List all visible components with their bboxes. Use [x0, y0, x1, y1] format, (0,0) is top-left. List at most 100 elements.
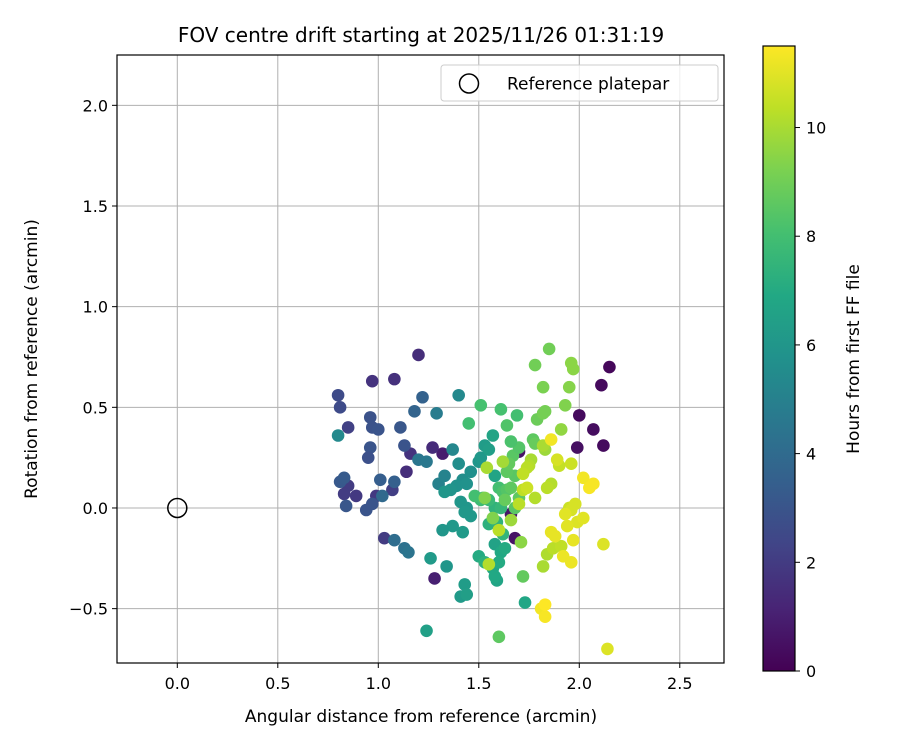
x-axis-ticks: 0.0 0.5 1.0 1.5 2.0 2.5 [165, 663, 693, 693]
data-point [544, 433, 558, 446]
y-tick-label: 0.0 [83, 499, 108, 518]
data-point [510, 409, 524, 422]
data-point [331, 388, 345, 402]
data-point [460, 477, 474, 491]
legend: Reference platepar [440, 64, 719, 102]
legend-label: Reference platepar [507, 75, 669, 95]
data-point [498, 493, 512, 507]
data-point [374, 473, 387, 487]
data-point [458, 505, 472, 519]
data-point [482, 443, 496, 456]
data-point [428, 572, 441, 585]
data-point [438, 485, 451, 499]
data-point [474, 451, 488, 464]
data-point [424, 552, 437, 565]
data-point [388, 475, 401, 489]
data-point [486, 511, 500, 525]
data-point [341, 421, 355, 434]
data-point [562, 380, 576, 394]
data-point [538, 610, 552, 623]
data-point [492, 630, 506, 644]
x-tick-label: 0.0 [165, 674, 190, 693]
grid [117, 55, 724, 663]
data-point [504, 513, 518, 527]
y-axis-label: Rotation from reference (arcmin) [22, 219, 42, 499]
y-tick-label: 1.5 [83, 197, 108, 216]
data-point [540, 481, 554, 495]
data-point [349, 489, 363, 503]
data-point [480, 461, 494, 475]
data-point [361, 451, 375, 464]
data-point [528, 358, 542, 372]
y-tick-label: 0.5 [83, 398, 108, 417]
x-tick-label: 2.0 [567, 674, 592, 693]
data-point [520, 481, 534, 495]
data-point [331, 429, 345, 442]
data-point [570, 441, 584, 454]
data-point [542, 342, 556, 356]
x-tick-label: 0.5 [265, 674, 290, 693]
data-point [516, 467, 530, 481]
data-point [430, 407, 443, 420]
data-point [426, 441, 439, 454]
data-point [496, 455, 510, 468]
y-tick-label: 2.0 [83, 96, 108, 115]
data-point [603, 360, 616, 374]
data-point [400, 465, 413, 479]
data-point [538, 405, 552, 418]
data-point [492, 523, 506, 537]
data-point [363, 411, 377, 424]
data-point [488, 570, 502, 583]
data-point [512, 497, 526, 511]
data-point [482, 558, 496, 571]
data-point [566, 533, 580, 547]
data-point [558, 507, 572, 521]
data-point [478, 491, 492, 505]
data-point [548, 529, 562, 543]
data-point [365, 374, 379, 388]
x-tick-label: 1.0 [366, 674, 391, 693]
data-point [420, 624, 433, 638]
colorbar-tick-label: 2 [806, 553, 816, 572]
data-point [554, 539, 568, 553]
data-point [494, 403, 508, 416]
data-point [376, 489, 389, 503]
data-point [371, 423, 385, 436]
colorbar-gradient [762, 45, 796, 672]
data-point [402, 545, 415, 559]
data-point [597, 439, 610, 452]
data-point [538, 598, 552, 611]
data-point [564, 457, 578, 470]
legend-box [440, 64, 719, 102]
data-point [378, 531, 391, 545]
data-point [440, 560, 453, 573]
colorbar-label: Hours from first FF file [844, 264, 864, 454]
data-point [446, 519, 459, 533]
data-point [558, 399, 572, 412]
colorbar-tick-label: 6 [806, 336, 816, 355]
data-point [587, 477, 600, 491]
data-point [456, 525, 470, 539]
data-point [365, 497, 379, 511]
x-tick-label: 2.5 [667, 674, 692, 693]
data-point [452, 388, 465, 402]
data-point [504, 481, 518, 495]
data-point [597, 537, 610, 551]
data-point [388, 372, 401, 386]
data-point [436, 523, 449, 537]
data-point [388, 533, 401, 547]
legend-reference-marker [458, 73, 480, 94]
data-point [514, 535, 528, 549]
data-point [566, 362, 580, 376]
data-point [420, 455, 433, 468]
data-point [464, 465, 478, 479]
data-point [564, 556, 578, 569]
data-point [458, 578, 472, 591]
data-point [337, 487, 351, 501]
data-point [492, 556, 506, 569]
data-point [460, 588, 474, 601]
data-point [528, 491, 542, 505]
data-point [554, 423, 568, 436]
data-point [436, 447, 449, 460]
